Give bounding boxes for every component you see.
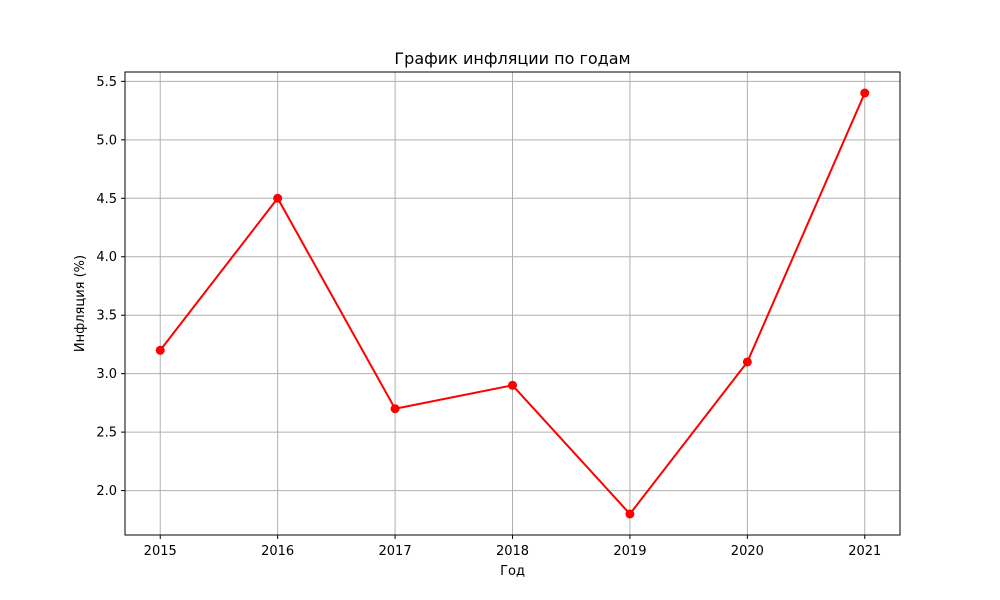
x-tick-label: 2015 xyxy=(144,544,177,559)
x-tick-label: 2016 xyxy=(261,544,294,559)
y-tick-label: 4.5 xyxy=(96,192,117,207)
data-point xyxy=(625,509,635,519)
x-tick-label: 2018 xyxy=(496,544,529,559)
x-tick-label: 2021 xyxy=(848,544,881,559)
chart-title: График инфляции по годам xyxy=(394,49,630,68)
x-axis-label: Год xyxy=(500,564,525,579)
y-tick-label: 2.5 xyxy=(96,426,117,441)
y-tick-label: 2.0 xyxy=(96,484,117,499)
y-tick-label: 5.0 xyxy=(96,133,117,148)
axis-ticks: 2015 2016 2017 2018 2019 2020 2021 2.0 2.5 3.0 3.5… xyxy=(96,75,881,559)
y-tick-label: 5.5 xyxy=(96,75,117,90)
data-point xyxy=(273,193,283,203)
x-tick-label: 2017 xyxy=(379,544,412,559)
data-point xyxy=(390,404,400,414)
y-tick-label: 4.0 xyxy=(96,250,117,265)
y-axis-label: Инфляция (%) xyxy=(73,255,88,352)
x-tick-label: 2020 xyxy=(731,544,764,559)
data-point xyxy=(155,345,165,355)
data-point xyxy=(508,380,517,390)
series-layer xyxy=(155,88,870,519)
x-tick-label: 2019 xyxy=(613,544,646,559)
grid-lines xyxy=(125,72,900,535)
data-point xyxy=(860,88,870,98)
data-point xyxy=(742,357,752,367)
y-tick-label: 3.5 xyxy=(96,309,117,324)
y-tick-label: 3.0 xyxy=(96,367,117,382)
